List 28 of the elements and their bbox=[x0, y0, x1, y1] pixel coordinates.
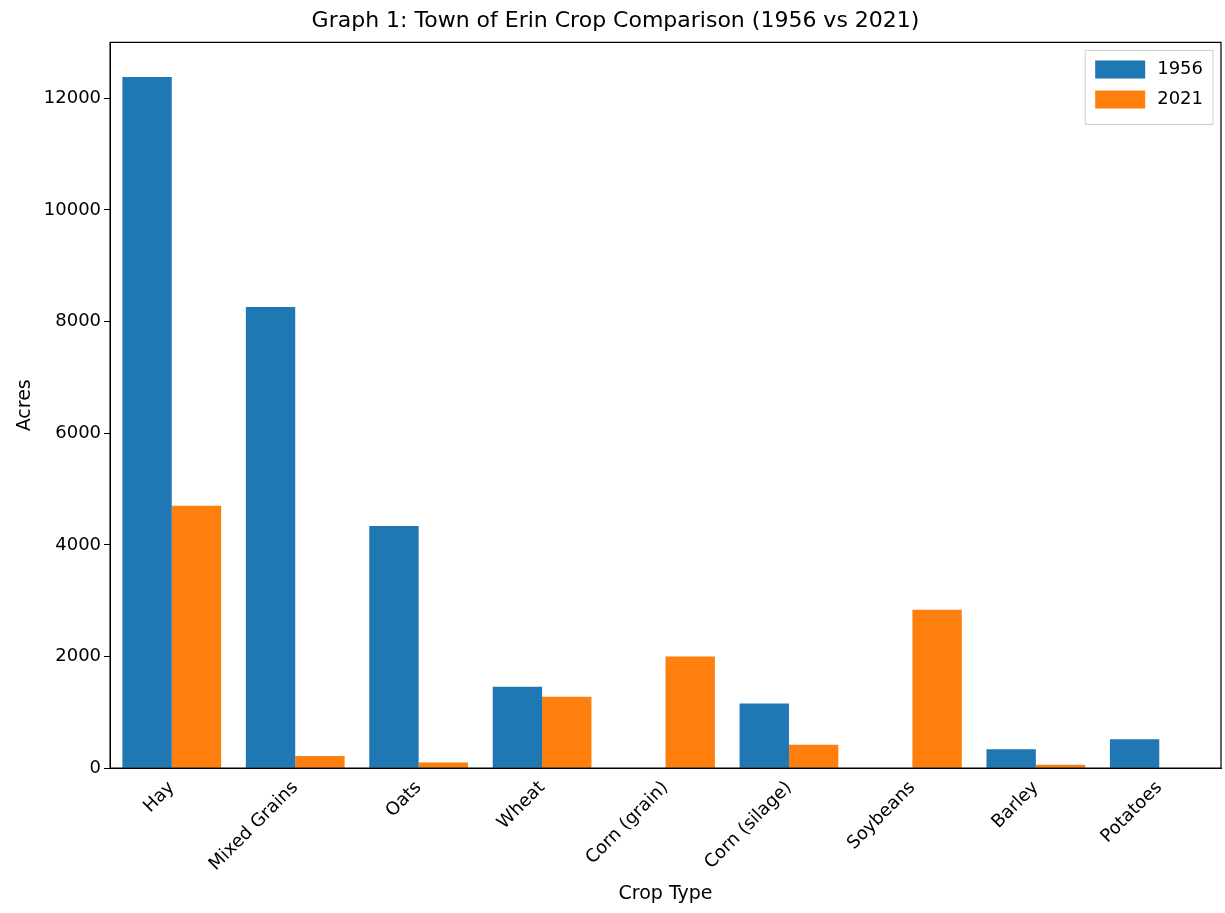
bar bbox=[986, 749, 1036, 768]
y-tick-label: 10000 bbox=[43, 197, 102, 219]
y-tick-label: 0 bbox=[89, 755, 102, 777]
x-tick-label: Hay bbox=[138, 775, 179, 816]
bar bbox=[122, 77, 172, 768]
bar bbox=[912, 609, 962, 768]
bar bbox=[171, 505, 222, 768]
bar bbox=[542, 696, 592, 768]
bar bbox=[665, 656, 715, 768]
y-tick-label: 4000 bbox=[55, 532, 102, 554]
y-tick-label: 8000 bbox=[55, 309, 102, 331]
chart-title: Graph 1: Town of Erin Crop Comparison (1956 vs 2021) bbox=[311, 6, 920, 32]
y-tick-label: 12000 bbox=[43, 85, 102, 107]
bar bbox=[295, 755, 345, 768]
x-axis-title: Crop Type bbox=[618, 880, 713, 903]
bar bbox=[492, 686, 543, 768]
bar bbox=[739, 703, 789, 768]
bar bbox=[245, 307, 296, 768]
y-tick-label: 6000 bbox=[55, 420, 102, 442]
bar bbox=[788, 744, 839, 768]
legend-label: 2021 bbox=[1157, 87, 1203, 109]
legend-label: 1956 bbox=[1157, 57, 1203, 79]
y-axis-title: Acres bbox=[12, 379, 35, 432]
bar bbox=[1035, 764, 1086, 768]
bar bbox=[418, 762, 469, 768]
y-tick-label: 2000 bbox=[55, 644, 102, 666]
bar bbox=[1109, 739, 1160, 768]
bar bbox=[369, 525, 419, 768]
